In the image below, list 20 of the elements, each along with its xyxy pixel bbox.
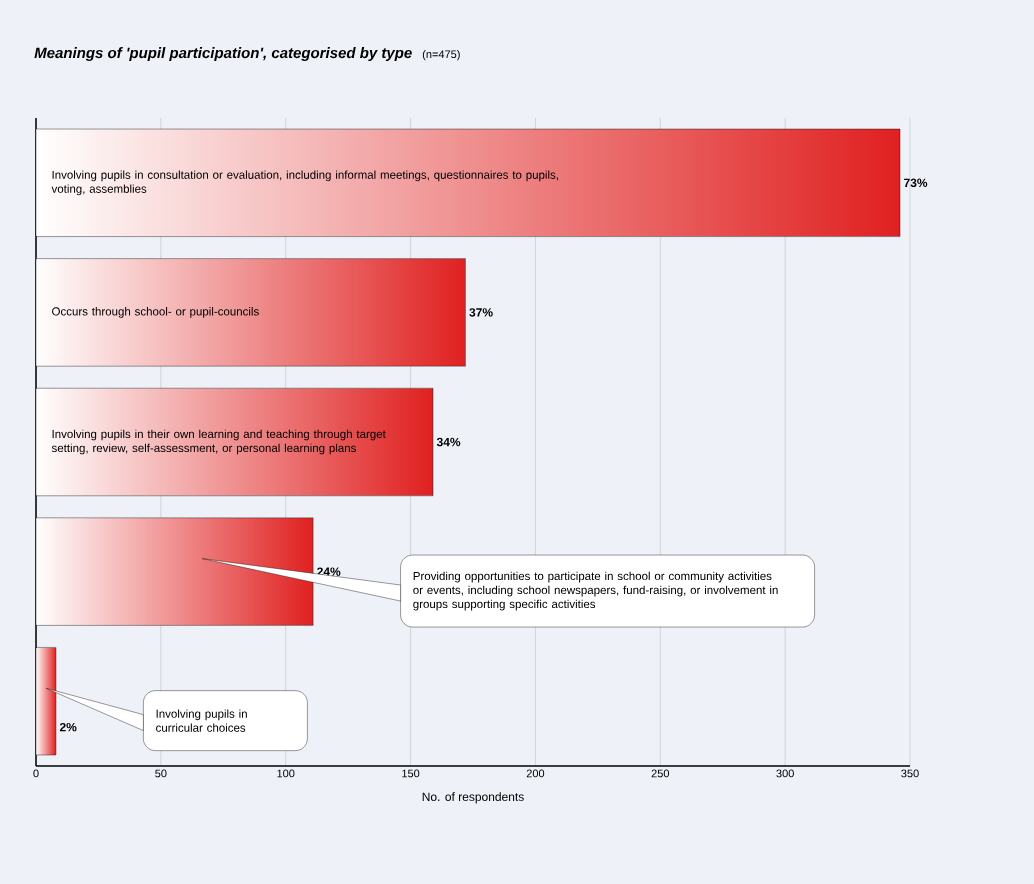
x-tick-label: 250 [651,769,670,778]
annotation: 73% [904,178,928,188]
annotation: 34% [436,437,461,447]
x-tick-label: 300 [776,769,794,778]
y-tick-label: Involving pupils in consultation or evaluation, including informal meetings, questionnaires to pupils, voting, assemblies [51,170,558,196]
annotation: 37% [469,308,493,317]
x-tick-label: 50 [155,769,167,778]
x-tick-label: 200 [526,769,545,778]
x-tick-label: 150 [402,769,420,778]
x-axis-title: No. of respondents [422,792,524,804]
chart-subtitle: (n=475) [422,50,460,61]
annotation: 2% [59,722,77,732]
x-tick-label: 0 [33,769,39,778]
y-tick-label: Providing opportunities to participate in school or community activities or events, including school newspapers, fund-raising, or involvement in groups supporting specific activities [413,571,778,611]
y-tick-label: Occurs through school- or pupil-councils [52,307,259,318]
y-tick-label: Involving pupils in their own learning and teaching through target setting, review, self-assessment, or personal learning plans [51,429,386,455]
chart-title: Meanings of 'pupil participation', categorised by type [34,47,412,62]
x-tick-label: 350 [901,769,919,778]
y-tick-label: Involving pupils in curricular choices [156,709,247,732]
x-tick-label: 100 [277,769,295,778]
